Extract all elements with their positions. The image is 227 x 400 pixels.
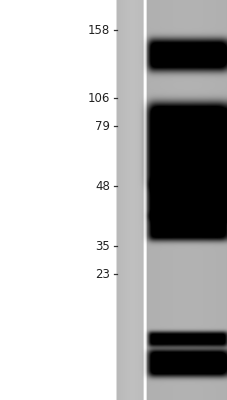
Text: 79: 79 [94, 120, 109, 132]
Text: 158: 158 [87, 24, 109, 36]
Text: 48: 48 [95, 180, 109, 192]
Text: 35: 35 [95, 240, 109, 252]
Text: 106: 106 [87, 92, 109, 104]
Text: 23: 23 [95, 268, 109, 280]
